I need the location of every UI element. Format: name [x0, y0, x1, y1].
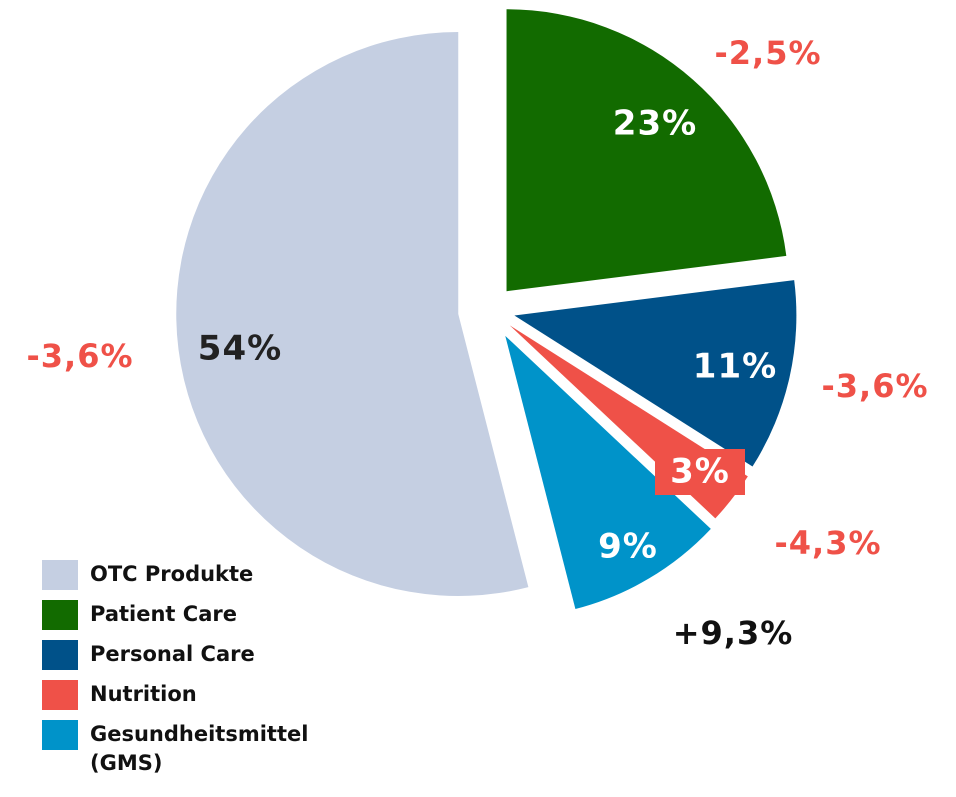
pie-slice	[176, 32, 529, 597]
value-label: 54%	[198, 329, 282, 369]
change-label: -3,6%	[821, 367, 928, 405]
value-label: 23%	[613, 104, 697, 144]
legend-item: OTC Produkte	[42, 560, 342, 590]
legend-item: Nutrition	[42, 680, 342, 710]
legend-label: OTC Produkte	[90, 562, 254, 586]
change-label: -2,5%	[714, 34, 821, 72]
legend-swatch	[42, 560, 78, 590]
pie-slice	[505, 335, 711, 609]
change-label: -3,6%	[26, 337, 133, 375]
legend-item: Patient Care	[42, 600, 342, 630]
legend-item: Personal Care	[42, 640, 342, 670]
pie-slice	[514, 280, 797, 467]
legend: OTC Produkte Patient Care Personal Care Nut…	[42, 560, 342, 788]
change-label: -4,3%	[774, 524, 881, 562]
change-label: +9,3%	[673, 614, 794, 652]
value-label: 3%	[670, 452, 730, 492]
value-label-box	[655, 449, 745, 495]
value-label: 11%	[693, 347, 777, 387]
legend-swatch	[42, 640, 78, 670]
pie-slice	[506, 9, 787, 292]
legend-swatch	[42, 600, 78, 630]
legend-label: Personal Care	[90, 642, 255, 666]
legend-swatch	[42, 720, 78, 750]
legend-label: Patient Care	[90, 602, 237, 626]
legend-swatch	[42, 680, 78, 710]
value-label: 9%	[598, 527, 658, 567]
legend-item: Gesundheitsmittel (GMS)	[42, 720, 342, 778]
legend-label: Gesundheitsmittel (GMS)	[90, 722, 309, 775]
legend-label: Nutrition	[90, 682, 197, 706]
